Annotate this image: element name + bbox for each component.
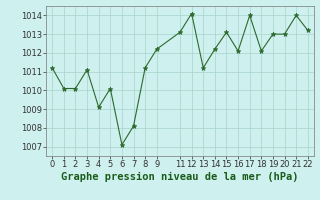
X-axis label: Graphe pression niveau de la mer (hPa): Graphe pression niveau de la mer (hPa) xyxy=(61,172,299,182)
